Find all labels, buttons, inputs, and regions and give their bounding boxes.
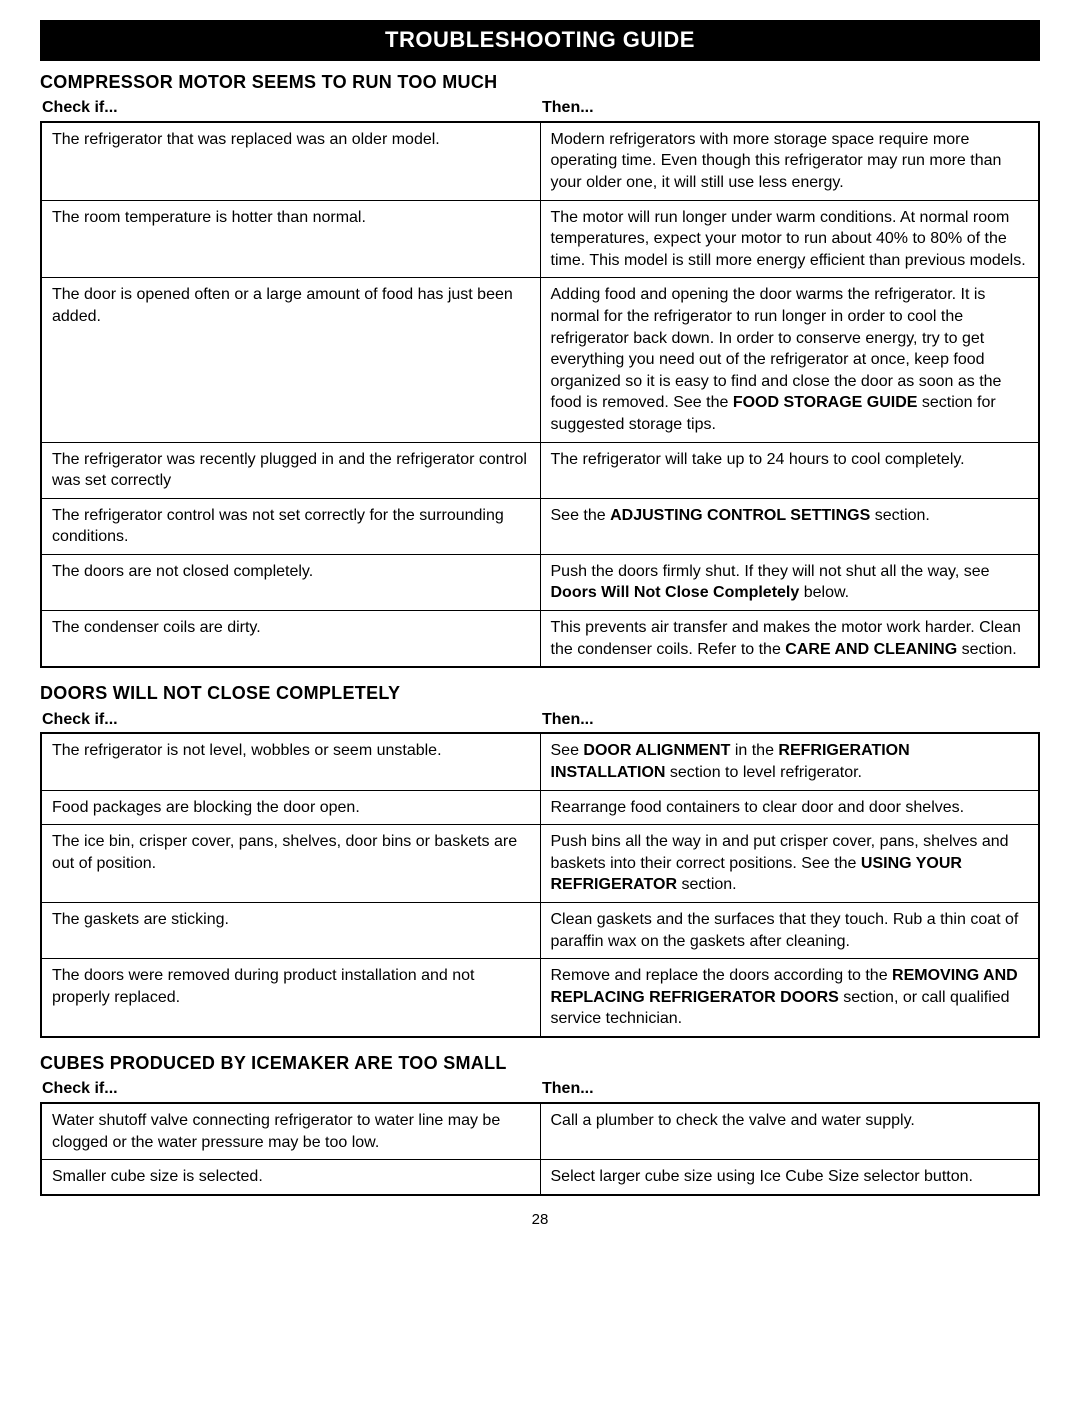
table-row: The gaskets are sticking. Clean gaskets … bbox=[41, 903, 1039, 959]
then-cell: Remove and replace the doors according t… bbox=[540, 959, 1039, 1037]
table-row: The refrigerator control was not set cor… bbox=[41, 498, 1039, 554]
then-cell: Adding food and opening the door warms t… bbox=[540, 278, 1039, 442]
table-row: The room temperature is hotter than norm… bbox=[41, 200, 1039, 278]
table-row: The doors were removed during product in… bbox=[41, 959, 1039, 1037]
column-headers: Check if... Then... bbox=[40, 1079, 1040, 1100]
check-cell: The doors were removed during product in… bbox=[41, 959, 540, 1037]
section-title-doors: DOORS WILL NOT CLOSE COMPLETELY bbox=[40, 682, 1040, 705]
then-cell: See DOOR ALIGNMENT in the REFRIGERATION … bbox=[540, 733, 1039, 790]
then-cell: This prevents air transfer and makes the… bbox=[540, 611, 1039, 668]
section-title-cubes: CUBES PRODUCED BY ICEMAKER ARE TOO SMALL bbox=[40, 1052, 1040, 1075]
table-doors: The refrigerator is not level, wobbles o… bbox=[40, 732, 1040, 1038]
table-row: The refrigerator is not level, wobbles o… bbox=[41, 733, 1039, 790]
then-header: Then... bbox=[540, 1079, 1040, 1100]
then-cell: Push the doors firmly shut. If they will… bbox=[540, 554, 1039, 610]
check-cell: The refrigerator is not level, wobbles o… bbox=[41, 733, 540, 790]
then-cell: The refrigerator will take up to 24 hour… bbox=[540, 442, 1039, 498]
check-cell: The refrigerator was recently plugged in… bbox=[41, 442, 540, 498]
check-cell: The condenser coils are dirty. bbox=[41, 611, 540, 668]
column-headers: Check if... Then... bbox=[40, 98, 1040, 119]
check-cell: The door is opened often or a large amou… bbox=[41, 278, 540, 442]
then-cell: Select larger cube size using Ice Cube S… bbox=[540, 1160, 1039, 1195]
then-cell: Push bins all the way in and put crisper… bbox=[540, 825, 1039, 903]
table-row: The refrigerator that was replaced was a… bbox=[41, 122, 1039, 200]
table-row: Water shutoff valve connecting refrigera… bbox=[41, 1103, 1039, 1160]
then-cell: Rearrange food containers to clear door … bbox=[540, 790, 1039, 825]
table-row: Smaller cube size is selected. Select la… bbox=[41, 1160, 1039, 1195]
check-cell: The refrigerator control was not set cor… bbox=[41, 498, 540, 554]
table-row: The refrigerator was recently plugged in… bbox=[41, 442, 1039, 498]
table-row: The door is opened often or a large amou… bbox=[41, 278, 1039, 442]
check-cell: The ice bin, crisper cover, pans, shelve… bbox=[41, 825, 540, 903]
check-cell: The refrigerator that was replaced was a… bbox=[41, 122, 540, 200]
table-compressor: The refrigerator that was replaced was a… bbox=[40, 121, 1040, 668]
table-row: Food packages are blocking the door open… bbox=[41, 790, 1039, 825]
banner-title: TROUBLESHOOTING GUIDE bbox=[40, 20, 1040, 61]
check-cell: The gaskets are sticking. bbox=[41, 903, 540, 959]
check-cell: The room temperature is hotter than norm… bbox=[41, 200, 540, 278]
then-cell: Modern refrigerators with more storage s… bbox=[540, 122, 1039, 200]
then-cell: Clean gaskets and the surfaces that they… bbox=[540, 903, 1039, 959]
then-cell: See the ADJUSTING CONTROL SETTINGS secti… bbox=[540, 498, 1039, 554]
then-header: Then... bbox=[540, 98, 1040, 119]
table-cubes: Water shutoff valve connecting refrigera… bbox=[40, 1102, 1040, 1196]
then-cell: The motor will run longer under warm con… bbox=[540, 200, 1039, 278]
then-header: Then... bbox=[540, 710, 1040, 731]
check-cell: Food packages are blocking the door open… bbox=[41, 790, 540, 825]
check-cell: Water shutoff valve connecting refrigera… bbox=[41, 1103, 540, 1160]
page-number: 28 bbox=[40, 1210, 1040, 1230]
check-header: Check if... bbox=[40, 98, 540, 119]
check-header: Check if... bbox=[40, 1079, 540, 1100]
section-title-compressor: COMPRESSOR MOTOR SEEMS TO RUN TOO MUCH bbox=[40, 71, 1040, 94]
table-row: The ice bin, crisper cover, pans, shelve… bbox=[41, 825, 1039, 903]
check-cell: Smaller cube size is selected. bbox=[41, 1160, 540, 1195]
column-headers: Check if... Then... bbox=[40, 710, 1040, 731]
then-cell: Call a plumber to check the valve and wa… bbox=[540, 1103, 1039, 1160]
check-header: Check if... bbox=[40, 710, 540, 731]
table-row: The doors are not closed completely. Pus… bbox=[41, 554, 1039, 610]
table-row: The condenser coils are dirty. This prev… bbox=[41, 611, 1039, 668]
check-cell: The doors are not closed completely. bbox=[41, 554, 540, 610]
